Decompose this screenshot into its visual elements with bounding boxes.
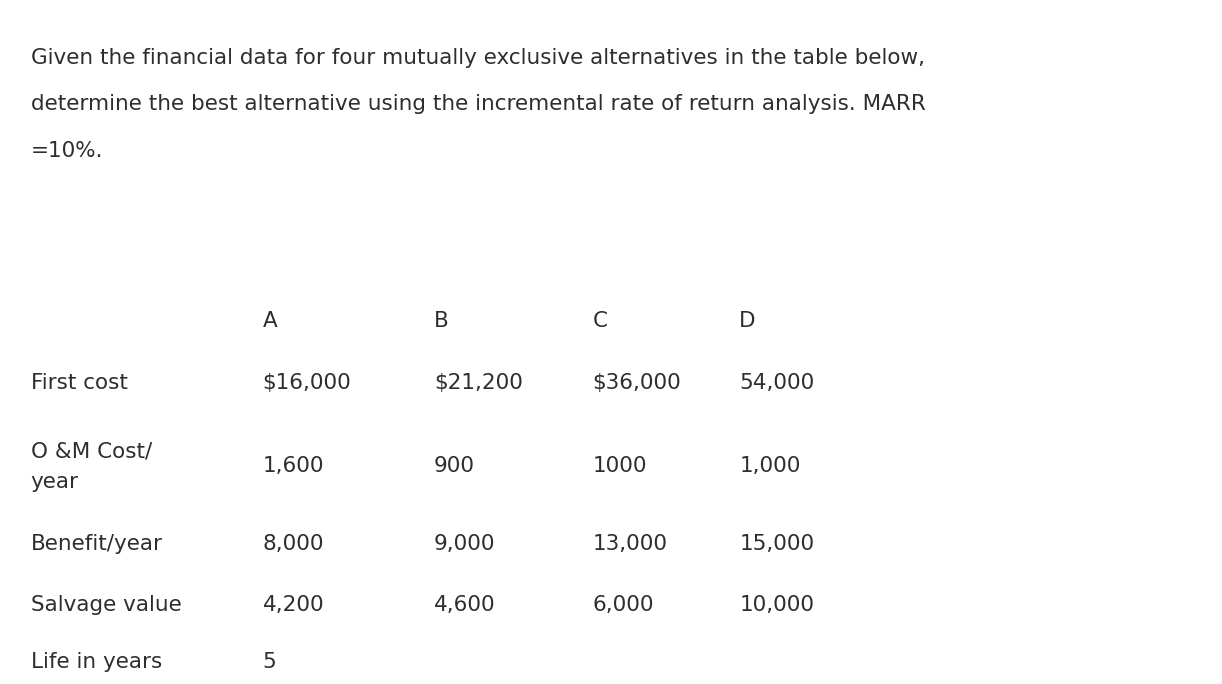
Text: 54,000: 54,000: [739, 373, 815, 393]
Text: 13,000: 13,000: [593, 534, 667, 553]
Text: Given the financial data for four mutually exclusive alternatives in the table b: Given the financial data for four mutual…: [31, 48, 925, 68]
Text: determine the best alternative using the incremental rate of return analysis. MA: determine the best alternative using the…: [31, 94, 925, 114]
Text: Benefit/year: Benefit/year: [31, 534, 163, 553]
Text: 8,000: 8,000: [263, 534, 324, 553]
Text: 900: 900: [434, 456, 475, 476]
Text: First cost: First cost: [31, 373, 127, 393]
Text: O &M Cost/: O &M Cost/: [31, 441, 152, 461]
Text: 10,000: 10,000: [739, 595, 814, 615]
Text: 15,000: 15,000: [739, 534, 814, 553]
Text: =10%.: =10%.: [31, 141, 103, 161]
Text: A: A: [263, 311, 277, 331]
Text: 1,600: 1,600: [263, 456, 324, 476]
Text: $36,000: $36,000: [593, 373, 682, 393]
Text: 4,200: 4,200: [263, 595, 324, 615]
Text: Life in years: Life in years: [31, 652, 161, 672]
Text: $16,000: $16,000: [263, 373, 352, 393]
Text: C: C: [593, 311, 607, 331]
Text: 6,000: 6,000: [593, 595, 654, 615]
Text: $21,200: $21,200: [434, 373, 523, 393]
Text: B: B: [434, 311, 448, 331]
Text: 4,600: 4,600: [434, 595, 495, 615]
Text: 1000: 1000: [593, 456, 648, 476]
Text: Salvage value: Salvage value: [31, 595, 181, 615]
Text: D: D: [739, 311, 756, 331]
Text: 9,000: 9,000: [434, 534, 495, 553]
Text: year: year: [31, 472, 78, 492]
Text: 5: 5: [263, 652, 276, 672]
Text: 1,000: 1,000: [739, 456, 800, 476]
